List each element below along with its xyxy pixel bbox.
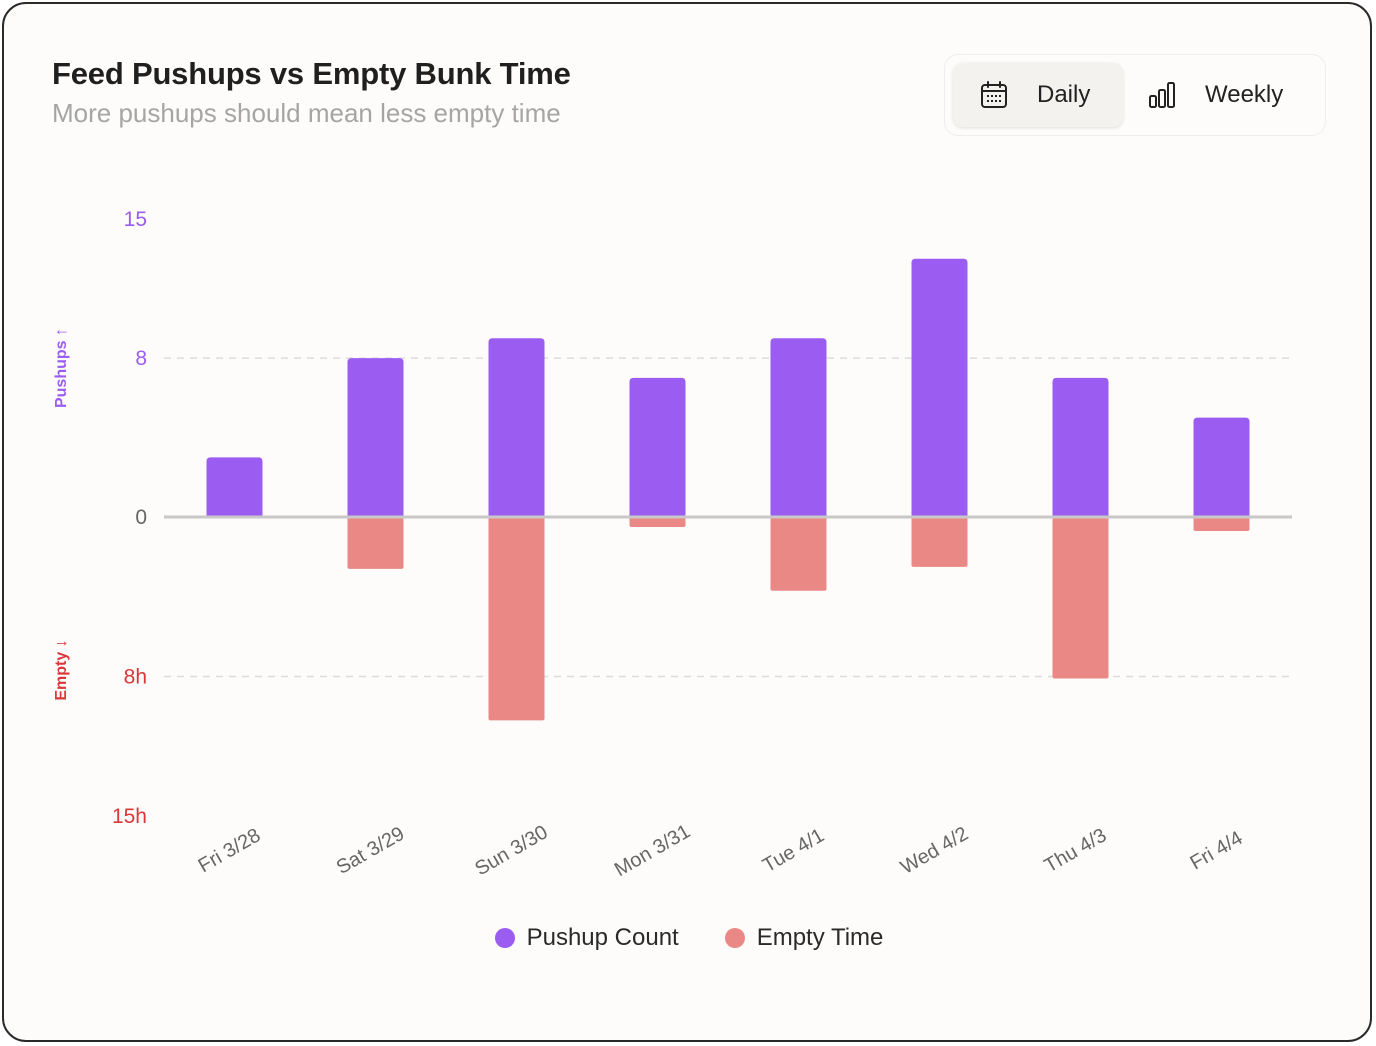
chart-subtitle: More pushups should mean less empty time <box>52 98 561 128</box>
bar-empty[interactable] <box>911 517 968 567</box>
y-tick-label-empty: 15h <box>112 805 147 828</box>
bar-empty[interactable] <box>488 517 545 721</box>
chart-legend: Pushup Count Empty Time <box>4 924 1374 952</box>
legend-label-pushups: Pushup Count <box>526 924 679 951</box>
bar-pushups[interactable] <box>911 258 968 517</box>
bar-empty[interactable] <box>629 517 686 527</box>
y-tick-label-pushups: 0 <box>135 506 147 529</box>
bar-empty[interactable] <box>1052 517 1109 679</box>
chart-title: Feed Pushups vs Empty Bunk Time <box>52 56 571 91</box>
toggle-daily-button[interactable]: Daily <box>953 63 1123 127</box>
x-tick-label: Sat 3/29 <box>333 823 409 879</box>
legend-item-empty[interactable]: Empty Time <box>724 924 884 952</box>
bar-pushups[interactable] <box>1052 377 1109 517</box>
chart-plot: Fri 3/28 Sat 3/29 Sun 3/30 Mon 3/31 Tue 4/1 W… <box>53 208 1292 881</box>
bar-empty[interactable] <box>1193 517 1250 531</box>
y-axis-label-pushups: Pushups ↑ <box>53 328 70 408</box>
calendar-icon <box>981 81 1007 108</box>
x-tick-label: Thu 4/3 <box>1041 824 1111 877</box>
x-tick-label: Wed 4/2 <box>897 823 972 879</box>
bar-pushups[interactable] <box>1193 417 1250 517</box>
bar-pushups[interactable] <box>206 457 263 517</box>
x-tick-label: Mon 3/31 <box>611 820 694 881</box>
bar-pushups[interactable] <box>488 338 545 517</box>
legend-swatch-pushups <box>494 928 515 948</box>
x-tick-label: Fri 3/28 <box>195 824 265 877</box>
bar-empty[interactable] <box>770 517 827 591</box>
bar-chart-icon <box>1149 82 1175 108</box>
bar-pushups[interactable] <box>770 338 827 517</box>
toggle-daily-label: Daily <box>1037 81 1091 108</box>
bar-empty[interactable] <box>347 517 404 569</box>
x-tick-label: Fri 4/4 <box>1186 827 1246 874</box>
y-tick-label-pushups: 8 <box>135 347 147 370</box>
legend-swatch-empty <box>724 928 745 948</box>
x-tick-label: Sun 3/30 <box>471 821 551 880</box>
legend-label-empty: Empty Time <box>756 924 884 951</box>
bar-pushups[interactable] <box>629 377 686 517</box>
legend-item-pushups[interactable]: Pushup Count <box>494 924 679 952</box>
toggle-weekly-button[interactable]: Weekly <box>1133 63 1319 127</box>
y-tick-label-empty: 8h <box>124 665 147 688</box>
period-toggle: Daily Weekly <box>944 54 1326 136</box>
y-axis-label-empty: Empty ↓ <box>53 639 70 700</box>
toggle-weekly-label: Weekly <box>1205 81 1284 108</box>
x-tick-label: Tue 4/1 <box>759 825 828 878</box>
y-tick-label-pushups: 15 <box>124 208 147 231</box>
bar-pushups[interactable] <box>347 358 404 517</box>
